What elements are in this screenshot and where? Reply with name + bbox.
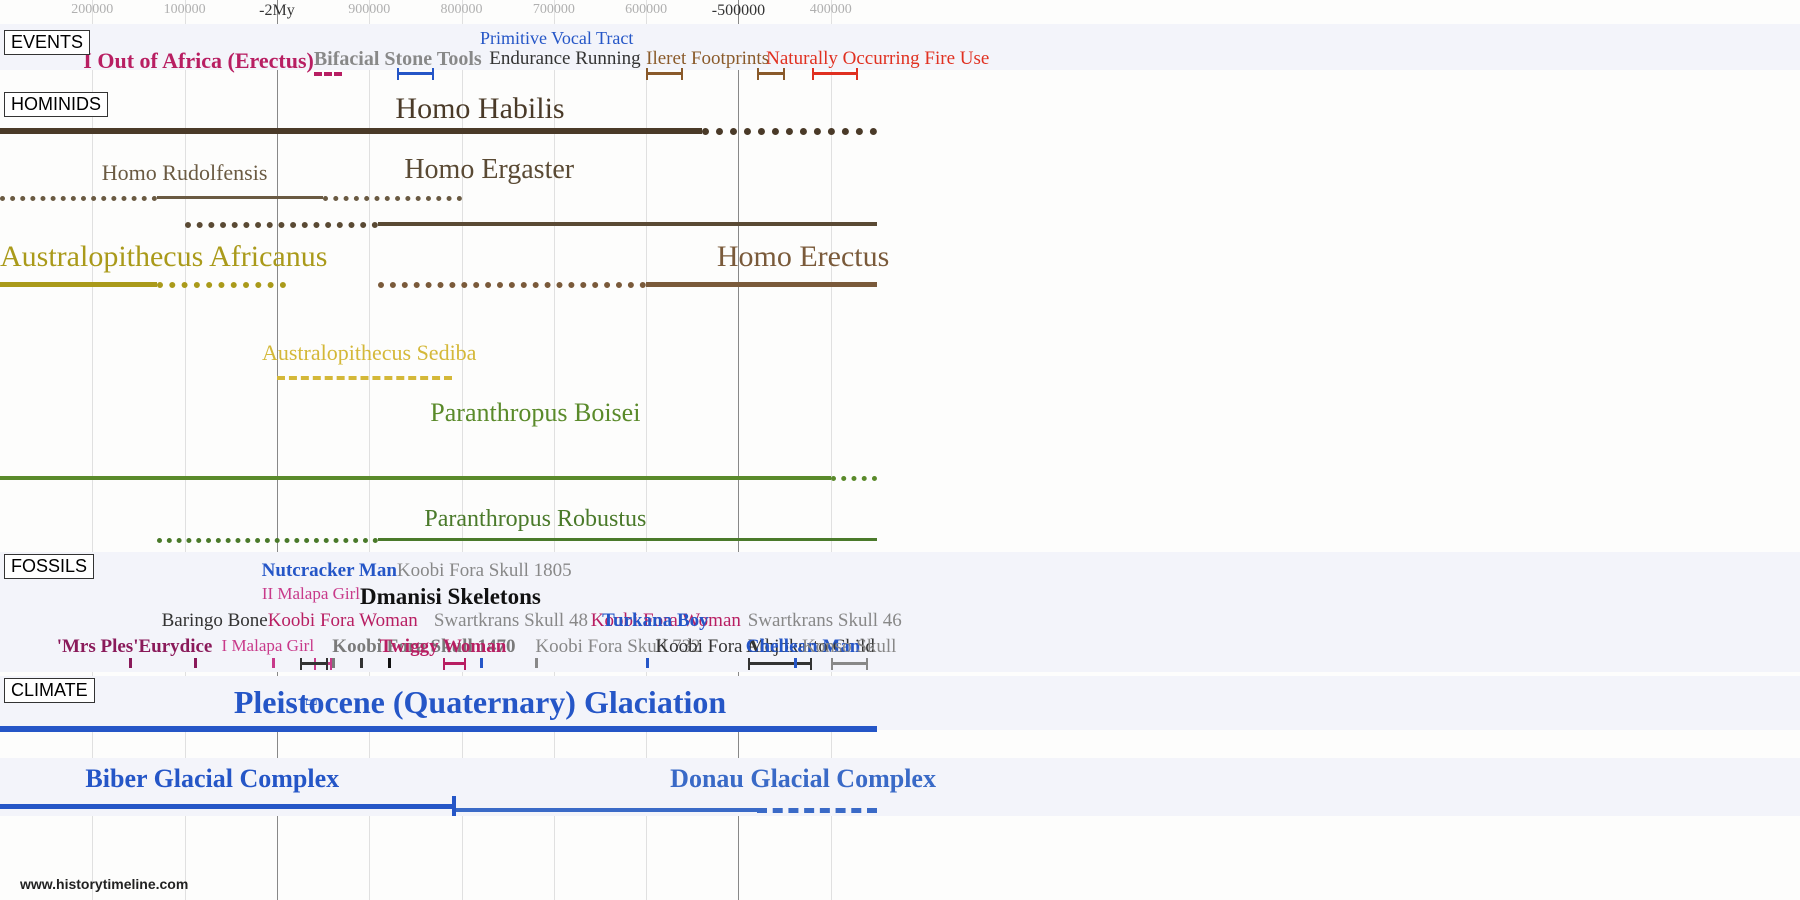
label: Twiggy Woman bbox=[380, 636, 507, 658]
axis-tick: -500000 bbox=[712, 2, 765, 20]
fossil-tick bbox=[535, 658, 538, 668]
axis-tick: 700000 bbox=[533, 2, 575, 18]
timeline-bar bbox=[323, 196, 461, 201]
timeline-bar bbox=[300, 662, 328, 665]
axis-tick: 100000 bbox=[164, 2, 206, 18]
axis-tick: 900000 bbox=[348, 2, 390, 18]
timeline-bar bbox=[452, 808, 757, 812]
label: Paranthropus Boisei bbox=[430, 398, 640, 428]
timeline-bar bbox=[831, 662, 868, 665]
label: Paranthropus Robustus bbox=[424, 506, 646, 533]
timeline-bar bbox=[757, 72, 785, 75]
label: Swartkrans Skull 48 bbox=[434, 610, 588, 632]
timeline-bar bbox=[812, 72, 858, 75]
fossil-tick bbox=[646, 658, 649, 668]
fossil-tick bbox=[360, 658, 363, 668]
source-attribution: www.historytimeline.com bbox=[20, 876, 188, 892]
label: Homo Rudolfensis bbox=[102, 160, 268, 186]
axis-tick: 200000 bbox=[71, 2, 113, 18]
label: II Malapa Girl bbox=[262, 584, 360, 604]
label: Donau Glacial Complex bbox=[670, 764, 936, 794]
label: Naturally Occurring Fire Use bbox=[766, 48, 989, 70]
fossil-tick bbox=[388, 658, 391, 668]
timeline-chart: 200000 100000 -2My 900000 800000 700000 600000… bbox=[0, 0, 1800, 900]
label: Turkana Boy bbox=[602, 610, 709, 632]
timeline-bar bbox=[443, 662, 466, 665]
section-label-events: EVENTS bbox=[4, 30, 90, 55]
fossil-tick bbox=[480, 658, 483, 668]
timeline-bar bbox=[0, 196, 157, 201]
section-label-fossils: FOSSILS bbox=[4, 554, 94, 579]
timeline-bar bbox=[0, 726, 877, 732]
timeline-bar bbox=[157, 282, 286, 288]
label: Eurydice bbox=[138, 636, 212, 658]
timeline-bar bbox=[378, 222, 876, 226]
timeline-bar bbox=[646, 72, 683, 75]
fossil-tick bbox=[194, 658, 197, 668]
timeline-bar bbox=[0, 476, 831, 480]
label: Swartkrans Skull 46 bbox=[748, 610, 902, 632]
label: Homo Erectus bbox=[717, 240, 889, 274]
label: Australopithecus Sediba bbox=[262, 340, 476, 366]
section-label-climate: CLIMATE bbox=[4, 678, 95, 703]
timeline-bar bbox=[748, 662, 813, 665]
label: Homo Habilis bbox=[395, 92, 564, 126]
timeline-bar bbox=[397, 72, 434, 75]
label: I Out of Africa (Erectus) bbox=[83, 48, 314, 74]
timeline-bar bbox=[0, 282, 157, 287]
label: Homo Ergaster bbox=[404, 154, 574, 186]
timeline-bar bbox=[378, 538, 876, 541]
timeline-bar bbox=[157, 538, 379, 543]
label: Biber Glacial Complex bbox=[85, 764, 339, 794]
timeline-bar bbox=[314, 72, 342, 76]
axis-tick: 800000 bbox=[441, 2, 483, 18]
axis-tick: 600000 bbox=[625, 2, 667, 18]
timeline-bar bbox=[702, 128, 877, 135]
fossil-tick bbox=[272, 658, 275, 668]
label: Koobi Fora Skull 1805 bbox=[397, 560, 572, 582]
label: Nutcracker Man bbox=[262, 560, 397, 582]
axis-tick: 400000 bbox=[810, 2, 852, 18]
timeline-bar bbox=[185, 222, 379, 228]
label: Baringo Bone bbox=[162, 610, 268, 632]
timeline-bar bbox=[0, 804, 452, 809]
timeline-bar bbox=[757, 808, 877, 813]
timeline-bar bbox=[277, 376, 452, 380]
timeline-bar bbox=[157, 196, 323, 199]
timeline-bar bbox=[831, 476, 877, 481]
label: Australopithecus Africanus bbox=[0, 240, 327, 274]
label: Endurance Running bbox=[489, 48, 640, 70]
fossil-tick bbox=[332, 658, 335, 668]
timeline-bar bbox=[646, 282, 877, 287]
axis-tick: -2My bbox=[259, 2, 295, 20]
timeline-bar bbox=[0, 128, 702, 134]
label: Primitive Vocal Tract bbox=[480, 28, 633, 49]
label: 'Mrs Ples' bbox=[57, 636, 139, 658]
label: Koobi Fora Woman bbox=[268, 610, 418, 632]
label: Konso Skull bbox=[802, 636, 897, 658]
label: Ileret Footprints bbox=[646, 48, 769, 70]
fossil-tick bbox=[129, 658, 132, 668]
timeline-bar bbox=[378, 282, 646, 288]
fossil-tick bbox=[794, 658, 797, 668]
section-label-hominids: HOMINIDS bbox=[4, 92, 108, 117]
label: I Malapa Girl bbox=[222, 636, 315, 656]
label: Dmanisi Skeletons bbox=[360, 584, 541, 610]
